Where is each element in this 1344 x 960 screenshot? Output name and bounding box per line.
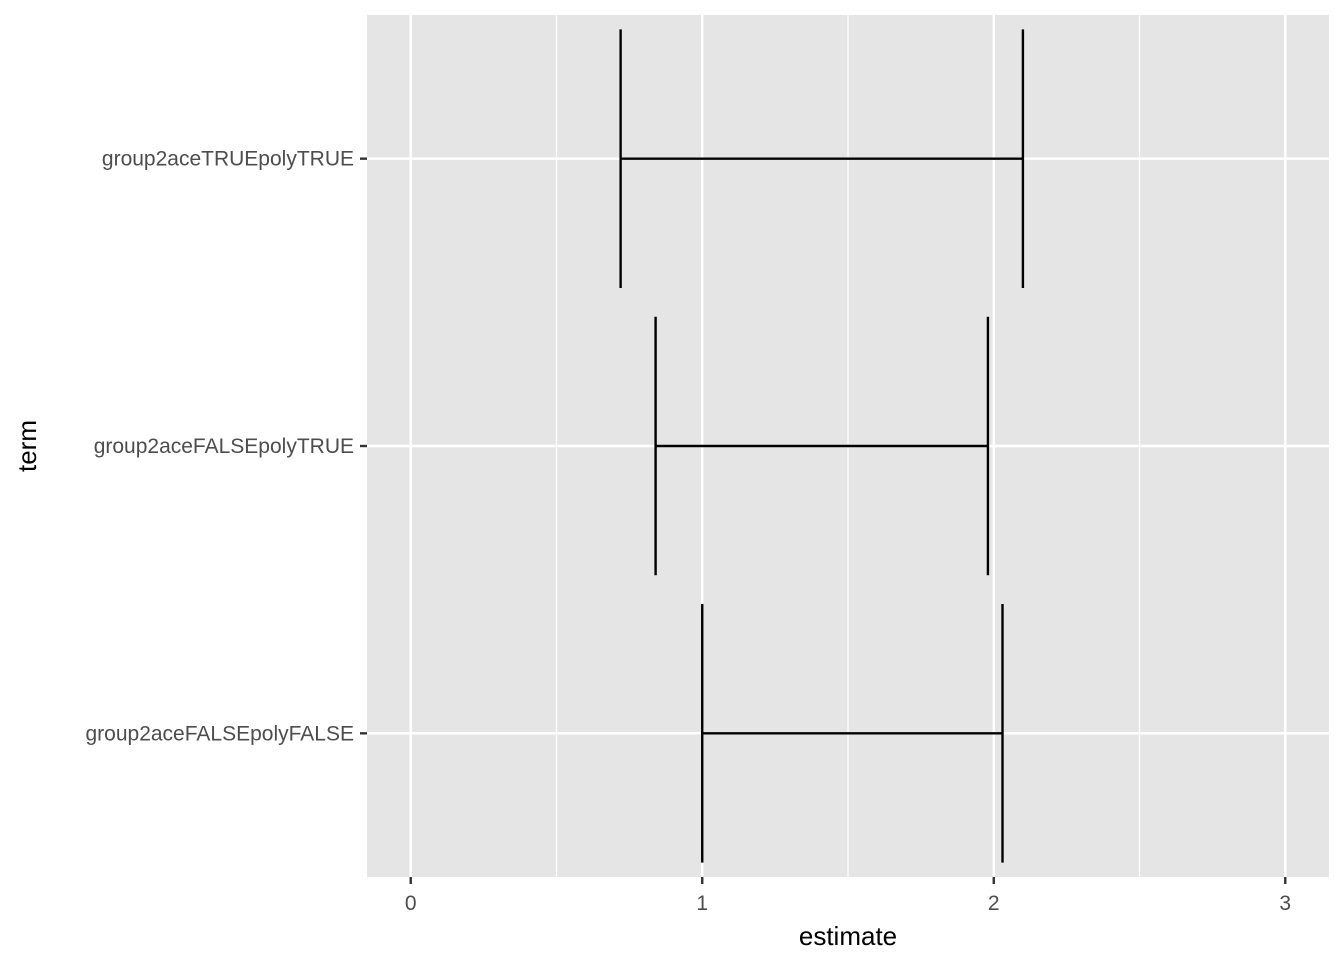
x-tick-label: 1 — [696, 892, 708, 915]
y-axis: group2aceTRUEpolyTRUE group2aceFALSEpolyT… — [85, 148, 367, 745]
errorbars — [619, 29, 1025, 863]
errorbar-group2aceFALSEpolyFALSE — [701, 604, 1004, 863]
y-tick-label: group2aceFALSEpolyFALSE — [85, 722, 354, 745]
errorbar-group2aceTRUEpolyTRUE — [619, 29, 1025, 288]
errorbar-group2aceFALSEpolyTRUE — [654, 316, 990, 576]
y-tick-label: group2aceTRUEpolyTRUE — [102, 148, 354, 171]
x-tick-label: 2 — [988, 892, 1000, 915]
x-axis-title: estimate — [799, 921, 897, 951]
y-tick-label: group2aceFALSEpolyTRUE — [94, 435, 354, 458]
x-tick-label: 3 — [1279, 892, 1291, 915]
x-axis: 0 1 2 3 — [405, 877, 1291, 915]
x-tick-label: 0 — [405, 892, 417, 915]
y-axis-title: term — [12, 420, 42, 472]
